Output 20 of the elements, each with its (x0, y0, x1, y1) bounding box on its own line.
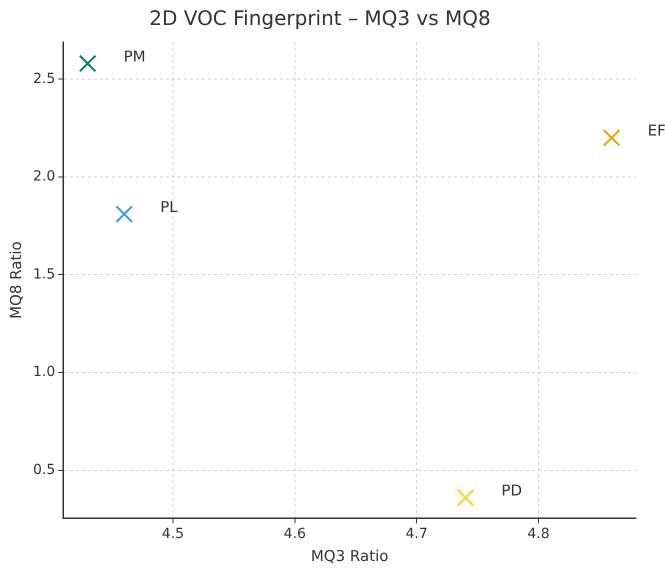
y-axis-title: MQ8 Ratio (6, 241, 25, 319)
x-axis-title: MQ3 Ratio (310, 546, 388, 565)
y-tick-label: 0.5 (33, 462, 56, 478)
x-tick-label: 4.7 (406, 526, 428, 542)
y-tick-label: 1.5 (33, 266, 56, 282)
chart-title: 2D VOC Fingerprint – MQ3 vs MQ8 (149, 6, 491, 30)
y-tick-label: 2.5 (33, 70, 56, 87)
point (456, 488, 474, 506)
x-tick-label: 4.8 (527, 526, 550, 542)
point (115, 205, 133, 223)
y-tick-label: 2.0 (33, 168, 56, 185)
series-label: EF (648, 122, 665, 140)
series-label: PD (501, 482, 522, 500)
series-label: PM (124, 47, 146, 66)
point (602, 129, 620, 147)
y-tick-label: 1.0 (33, 364, 56, 380)
x-tick-label: 4.6 (284, 526, 306, 542)
point (78, 54, 96, 72)
x-tick-label: 4.5 (162, 526, 184, 542)
series-label: PL (160, 198, 178, 216)
